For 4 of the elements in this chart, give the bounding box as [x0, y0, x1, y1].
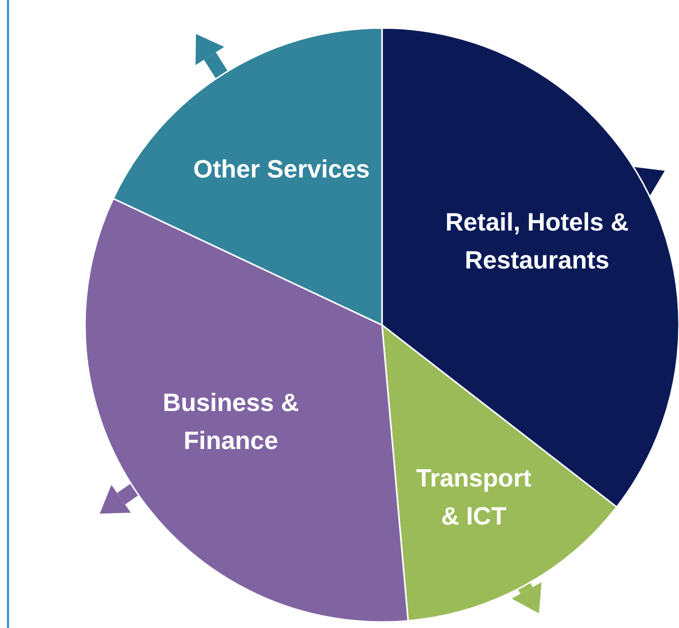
slice-label: Transport & ICT: [416, 464, 532, 530]
legend-label: Retail, Hotels & Restaurants: [445, 208, 629, 275]
slice-label: Business & Finance: [162, 389, 299, 456]
slice-label: Other Services: [193, 156, 370, 184]
